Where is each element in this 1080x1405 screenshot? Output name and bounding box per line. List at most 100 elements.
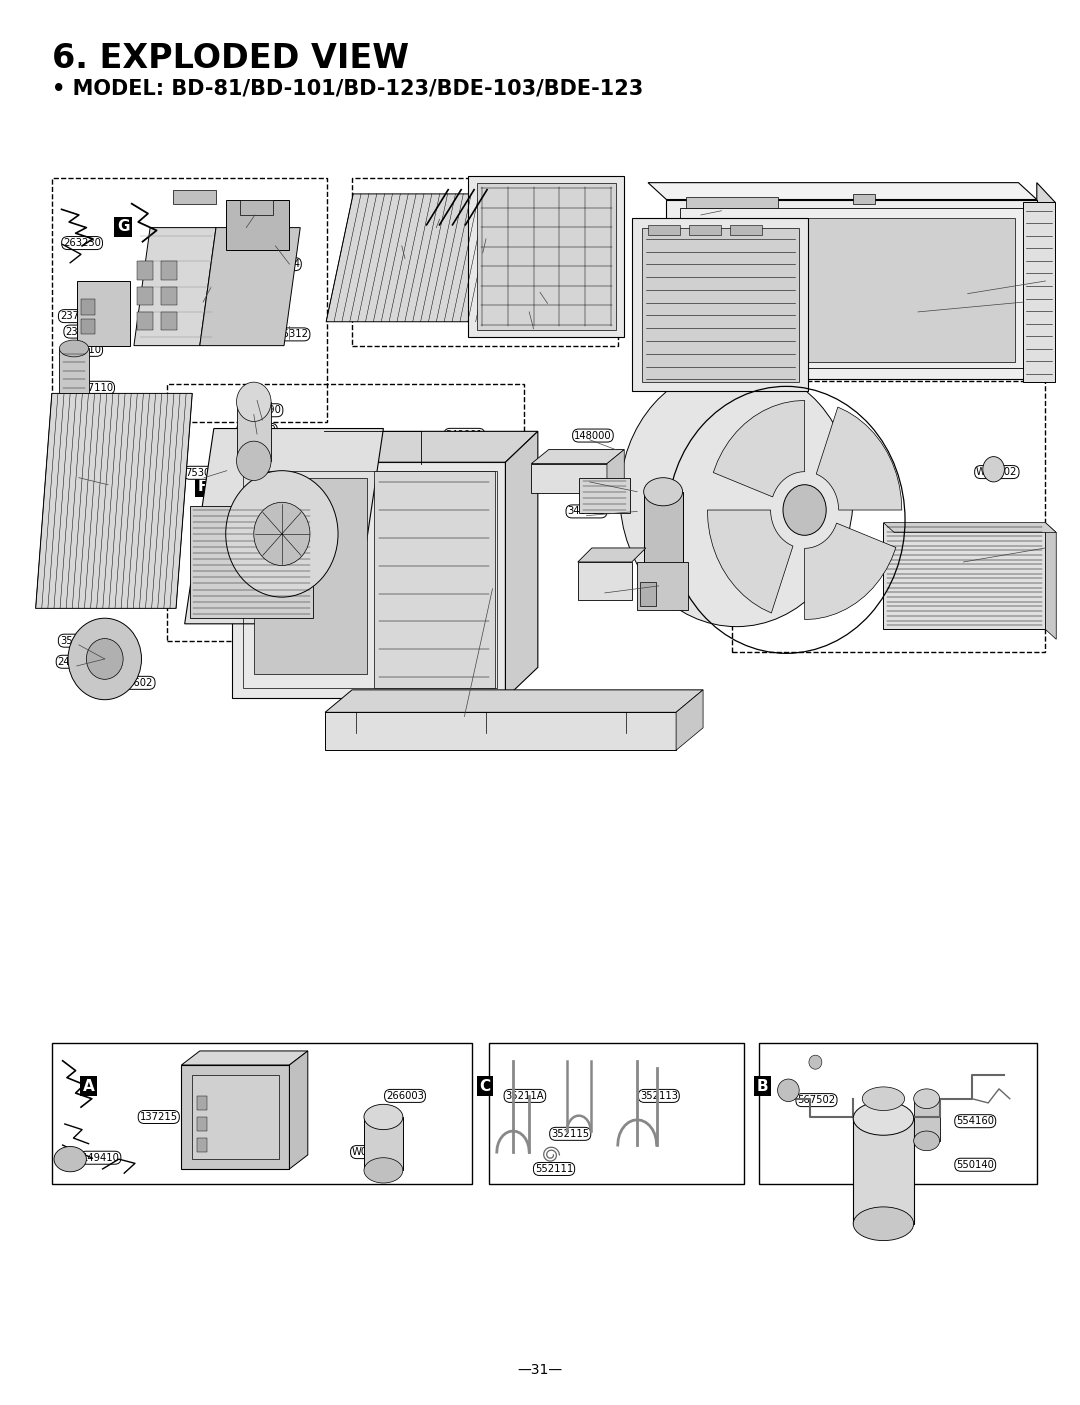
Ellipse shape [783,485,826,535]
Polygon shape [686,197,778,208]
Text: 753010: 753010 [57,468,96,479]
Text: W48602: W48602 [112,677,153,688]
Ellipse shape [226,471,338,597]
Ellipse shape [59,340,89,357]
Polygon shape [181,1051,308,1065]
Text: 238310: 238310 [66,326,103,337]
Text: 352113: 352113 [639,1090,678,1102]
Text: 269310: 269310 [216,1090,255,1102]
Polygon shape [134,228,216,346]
Polygon shape [531,464,607,493]
Text: 237200: 237200 [59,311,98,322]
Polygon shape [161,312,177,330]
Text: —31—: —31— [517,1363,563,1377]
Text: 264110: 264110 [63,344,102,355]
Polygon shape [326,194,518,322]
Polygon shape [197,1138,207,1152]
Polygon shape [364,1117,403,1170]
Text: • MODEL: BD-81/BD-101/BD-123/BDE-103/BDE-123: • MODEL: BD-81/BD-101/BD-123/BDE-103/BDE… [52,79,643,98]
Text: 435301: 435301 [949,284,986,295]
Polygon shape [36,393,192,608]
Polygon shape [240,200,273,215]
Polygon shape [730,225,762,235]
Polygon shape [648,225,680,235]
Text: 554160: 554160 [956,1116,995,1127]
Text: W48602: W48602 [976,466,1017,478]
Polygon shape [632,218,808,391]
Text: F: F [198,479,208,495]
Text: 359012: 359012 [59,635,98,646]
Polygon shape [648,183,1037,200]
Text: 149980: 149980 [569,472,608,483]
Ellipse shape [853,1207,914,1241]
Text: 149410: 149410 [81,1152,120,1163]
Ellipse shape [254,503,310,565]
Text: 135312: 135312 [270,329,309,340]
Text: 152302: 152302 [527,294,566,305]
Ellipse shape [778,1079,799,1102]
Text: 6. EXPLODED VIEW: 6. EXPLODED VIEW [52,42,409,74]
Polygon shape [137,312,153,330]
Text: W0CZZ: W0CZZ [352,1146,389,1158]
Text: 268712: 268712 [183,289,221,299]
Text: E: E [416,219,427,235]
Ellipse shape [68,618,141,700]
Polygon shape [853,1118,914,1224]
Polygon shape [161,261,177,280]
Text: 147582-1: 147582-1 [416,209,463,219]
Text: 137215: 137215 [139,1111,178,1123]
Polygon shape [161,287,177,305]
Polygon shape [232,431,538,462]
Polygon shape [713,400,805,497]
Text: 552111: 552111 [535,1163,573,1175]
Text: W0CZZ: W0CZZ [131,414,167,426]
Polygon shape [190,506,313,618]
Ellipse shape [853,1102,914,1135]
Ellipse shape [364,1158,403,1183]
Polygon shape [644,492,683,565]
Text: 567502: 567502 [797,1094,836,1106]
Polygon shape [289,1051,308,1169]
Text: 130410: 130410 [586,583,623,594]
Ellipse shape [237,382,271,422]
Text: 354210: 354210 [54,486,93,497]
Polygon shape [137,287,153,305]
Ellipse shape [364,1104,403,1130]
Ellipse shape [86,638,123,680]
Text: G: G [117,219,130,235]
Polygon shape [59,348,89,393]
Polygon shape [77,281,130,346]
Polygon shape [197,1117,207,1131]
Ellipse shape [644,478,683,506]
Text: 266003: 266003 [386,1090,424,1102]
Polygon shape [237,402,271,461]
Text: 268714: 268714 [261,259,300,270]
Text: 135313: 135313 [513,319,552,330]
Polygon shape [468,176,624,337]
Polygon shape [637,562,688,610]
Polygon shape [81,299,95,315]
Text: 550140: 550140 [956,1159,995,1170]
Text: 267110: 267110 [75,382,113,393]
Text: B: B [757,1079,768,1093]
Text: 349480: 349480 [239,424,275,436]
Text: 554031: 554031 [942,555,981,565]
Polygon shape [666,200,1037,379]
Polygon shape [226,200,289,250]
Text: 559010: 559010 [899,302,937,313]
Polygon shape [676,690,703,750]
Polygon shape [607,450,624,493]
Polygon shape [505,431,538,698]
Text: 135500: 135500 [235,205,274,215]
Text: 346811: 346811 [567,506,606,517]
Polygon shape [578,548,646,562]
Ellipse shape [54,1146,86,1172]
Polygon shape [200,228,300,346]
Polygon shape [707,510,793,613]
Polygon shape [883,523,1045,629]
Polygon shape [853,194,875,204]
Polygon shape [325,690,703,712]
Polygon shape [374,471,495,688]
Polygon shape [579,478,630,513]
Polygon shape [642,228,799,382]
